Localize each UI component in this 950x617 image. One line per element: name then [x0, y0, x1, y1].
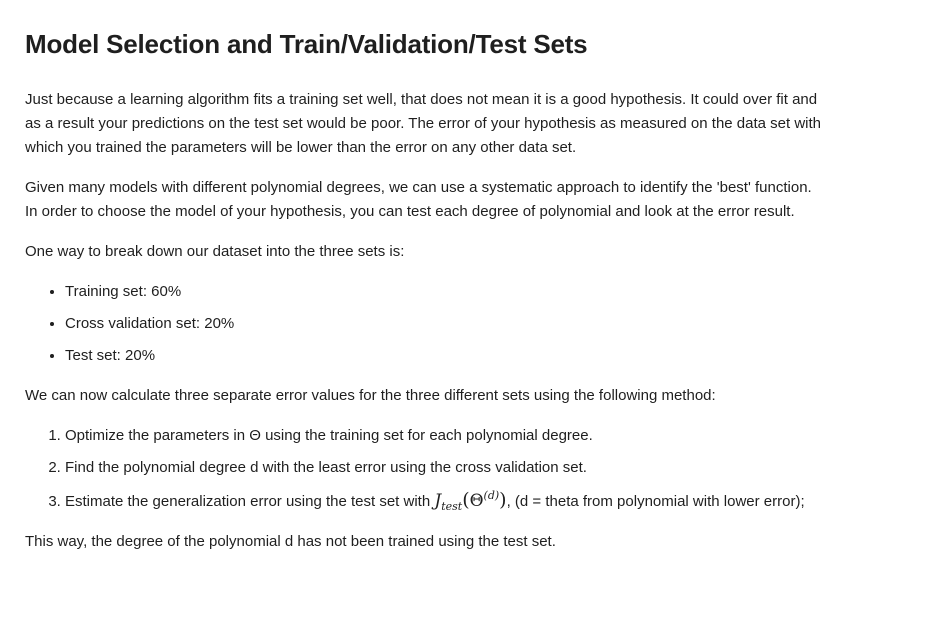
paragraph-polynomial-degrees: Given many models with different polynom… — [25, 179, 812, 220]
paragraph-method-intro: We can now calculate three separate erro… — [25, 387, 716, 404]
formula-superscript: (d) — [483, 489, 500, 502]
formula-subscript: test — [441, 500, 463, 513]
formula-theta: Θ — [469, 491, 484, 511]
step3-text-after: , (d = theta from polynomial with lower … — [506, 493, 805, 510]
list-item-step-estimate: Estimate the generalization error using … — [65, 488, 825, 514]
step3-text-before: Estimate the generalization error using … — [65, 493, 435, 510]
formula-close-paren: ) — [499, 489, 507, 511]
list-item-test-set: Test set: 20% — [65, 344, 825, 368]
method-steps-list: Optimize the parameters in Θ using the t… — [25, 424, 825, 514]
formula-j: J — [434, 491, 442, 511]
j-test-formula: Jtest(Θ(d)) — [434, 489, 507, 513]
formula-open-paren: ( — [462, 489, 470, 511]
paragraph-conclusion: This way, the degree of the polynomial d… — [25, 533, 556, 550]
list-item-step-find-degree: Find the polynomial degree d with the le… — [65, 456, 825, 480]
page-title: Model Selection and Train/Validation/Tes… — [25, 29, 588, 59]
dataset-split-list: Training set: 60% Cross validation set: … — [25, 280, 825, 368]
list-item-step-optimize: Optimize the parameters in Θ using the t… — [65, 424, 825, 448]
list-item-cv-set: Cross validation set: 20% — [65, 312, 825, 336]
paragraph-split-intro: One way to break down our dataset into t… — [25, 243, 405, 260]
list-item-training-set: Training set: 60% — [65, 280, 825, 304]
article-body: Just because a learning algorithm fits a… — [25, 88, 825, 554]
paragraph-overfit: Just because a learning algorithm fits a… — [25, 91, 822, 156]
